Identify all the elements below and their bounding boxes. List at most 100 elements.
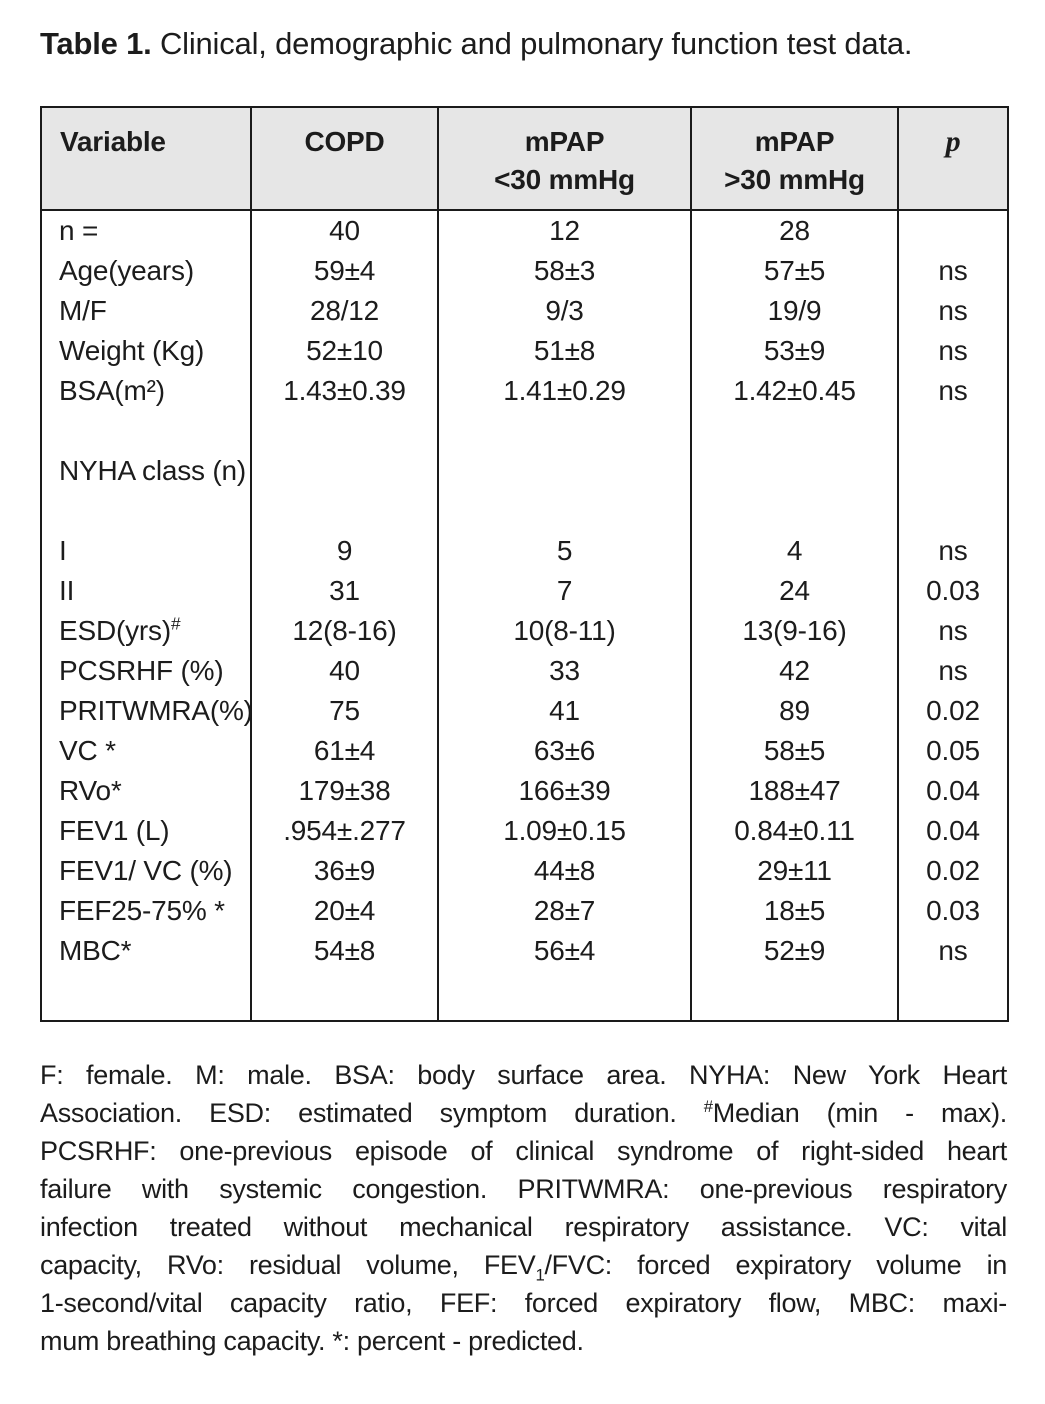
column-header-p: p (897, 107, 1009, 211)
cell-value: 63±6 (437, 731, 692, 771)
clinical-data-table: Variable COPD mPAP <30 mmHg mPAP >30 mmHg p n … (40, 106, 1009, 1022)
footnote-text: 1-second/vital capacity ratio, FEF: forc… (40, 1288, 1007, 1318)
cell-value: 18±5 (690, 891, 899, 931)
cell-value: 51±8 (437, 331, 692, 371)
cell-value: 1.42±0.45 (690, 371, 899, 411)
cell-value: 75 (250, 691, 439, 731)
cell-value (250, 971, 439, 1021)
table-row-m-f: M/F 28/12 9/3 19/9 ns (40, 291, 1009, 331)
cell-value: 42 (690, 651, 899, 691)
footnote-text: mum breathing capacity. *: percent - pre… (40, 1326, 584, 1356)
table-row-pcsrhf: PCSRHF (%) 40 33 42 ns (40, 651, 1009, 691)
column-header-copd: COPD (250, 107, 439, 211)
cell-value: 54±8 (250, 931, 439, 971)
row-label: n = (40, 210, 252, 251)
cell-value: 9 (250, 531, 439, 571)
table-row-nyha-class-n: NYHA class (n) (40, 451, 1009, 491)
footnote-line: capacity, RVo: residual volume, FEV1/FVC… (40, 1246, 1007, 1284)
column-header-line2: >30 mmHg (724, 164, 865, 195)
page: Table 1. Clinical, demographic and pulmo… (40, 26, 1009, 1360)
cell-value (690, 451, 899, 491)
cell-value (897, 971, 1009, 1021)
column-header-line2: <30 mmHg (494, 164, 635, 195)
cell-value: ns (897, 251, 1009, 291)
cell-value: 20±4 (250, 891, 439, 931)
row-label: ESD(yrs)# (40, 611, 252, 651)
cell-value: 7 (437, 571, 692, 611)
column-header-line1: mPAP (524, 126, 605, 157)
cell-value: ns (897, 531, 1009, 571)
table-row-n: n = 40 12 28 (40, 210, 1009, 251)
footnote-sub-text: 1 (535, 1265, 545, 1285)
table-caption: Table 1. Clinical, demographic and pulmo… (40, 26, 1007, 62)
table-row-fev1-vc: FEV1/ VC (%) 36±9 44±8 29±11 0.02 (40, 851, 1009, 891)
cell-value (690, 411, 899, 451)
row-label: RVo* (40, 771, 252, 811)
cell-value: 9/3 (437, 291, 692, 331)
cell-value (897, 491, 1009, 531)
column-header-variable: Variable (40, 107, 252, 211)
footnote-sup-text: # (703, 1097, 713, 1116)
cell-value: 52±10 (250, 331, 439, 371)
cell-value: ns (897, 291, 1009, 331)
table-caption-number: Table 1. (40, 26, 152, 61)
cell-value: 57±5 (690, 251, 899, 291)
table-body: n = 40 12 28 Age(years) 59±4 58±3 57±5 ns M/F 28/1… (40, 210, 1009, 1021)
cell-value: 4 (690, 531, 899, 571)
row-label: Weight (Kg) (40, 331, 252, 371)
cell-value: 28/12 (250, 291, 439, 331)
footnote-text: Median (min - max). (712, 1098, 1008, 1128)
spacer-row (40, 491, 1009, 531)
row-label (40, 491, 252, 531)
column-header-mpap-30-mmhg: mPAP >30 mmHg (690, 107, 899, 211)
footnote-line: infection treated without mechanical res… (40, 1208, 1007, 1246)
cell-value: 89 (690, 691, 899, 731)
footnote-text: F: female. M: male. BSA: body surface ar… (40, 1060, 1007, 1090)
cell-value: 0.84±0.11 (690, 811, 899, 851)
cell-value: ns (897, 931, 1009, 971)
row-label: II (40, 571, 252, 611)
footnote-text: capacity, RVo: residual volume, FEV (40, 1250, 536, 1280)
cell-value: 19/9 (690, 291, 899, 331)
cell-value: 0.04 (897, 811, 1009, 851)
cell-value (250, 491, 439, 531)
cell-value: 0.03 (897, 891, 1009, 931)
footnote-text: PCSRHF: one-previous episode of clinical… (40, 1136, 1007, 1166)
footnote-line: PCSRHF: one-previous episode of clinical… (40, 1132, 1007, 1170)
row-label: BSA(m²) (40, 371, 252, 411)
footnote-text: Association. ESD: estimated symptom dura… (40, 1098, 704, 1128)
cell-value (437, 491, 692, 531)
cell-value: 12 (437, 210, 692, 251)
cell-value: 24 (690, 571, 899, 611)
table-row-bsa-m: BSA(m²) 1.43±0.39 1.41±0.29 1.42±0.45 ns (40, 371, 1009, 411)
table-footnote: F: female. M: male. BSA: body surface ar… (40, 1056, 1007, 1360)
column-header-line1: COPD (304, 126, 385, 157)
cell-value: 61±4 (250, 731, 439, 771)
cell-value: 41 (437, 691, 692, 731)
footnote-line: Association. ESD: estimated symptom dura… (40, 1094, 1007, 1132)
row-label: FEV1 (L) (40, 811, 252, 851)
cell-value: 0.03 (897, 571, 1009, 611)
footnote-line: F: female. M: male. BSA: body surface ar… (40, 1056, 1007, 1094)
cell-value: 36±9 (250, 851, 439, 891)
cell-value: 58±5 (690, 731, 899, 771)
cell-value: 188±47 (690, 771, 899, 811)
footnote-line: 1-second/vital capacity ratio, FEF: forc… (40, 1284, 1007, 1322)
cell-value (437, 411, 692, 451)
cell-value: 179±38 (250, 771, 439, 811)
cell-value: 28 (690, 210, 899, 251)
table-row-mbc: MBC* 54±8 56±4 52±9 ns (40, 931, 1009, 971)
row-label (40, 411, 252, 451)
cell-value: 1.09±0.15 (437, 811, 692, 851)
cell-value (897, 210, 1009, 251)
footnote-text: failure with systemic congestion. PRITWM… (40, 1174, 1007, 1204)
row-label: PRITWMRA(%) (40, 691, 253, 731)
table-row-weight-kg: Weight (Kg) 52±10 51±8 53±9 ns (40, 331, 1009, 371)
table-row-fev1-l: FEV1 (L) .954±.277 1.09±0.15 0.84±0.11 0.04 (40, 811, 1009, 851)
footnote-line: failure with systemic congestion. PRITWM… (40, 1170, 1007, 1208)
cell-value: 28±7 (437, 891, 692, 931)
spacer-row (40, 971, 1009, 1021)
table-row-ii: II 31 7 24 0.03 (40, 571, 1009, 611)
table-caption-text: Clinical, demographic and pulmonary func… (151, 26, 913, 61)
column-header-mpap-30-mmhg: mPAP <30 mmHg (437, 107, 692, 211)
